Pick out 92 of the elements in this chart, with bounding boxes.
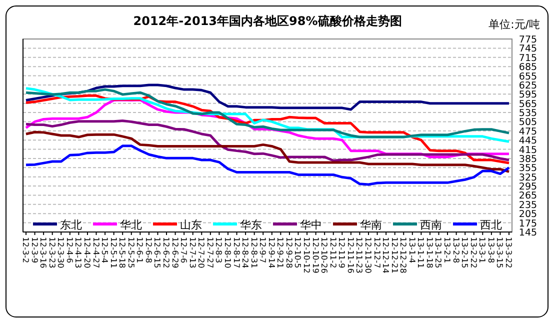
y-tick-label: 775 (518, 34, 538, 46)
line-series (24, 144, 510, 186)
x-tick-label: 12-11-16 (346, 237, 355, 274)
y-tick-label: 145 (518, 228, 538, 238)
x-tick-label: 12-3-2 (21, 237, 30, 264)
y-tick-label: 595 (518, 90, 538, 101)
y-tick-label: 235 (518, 200, 538, 211)
y-tick-label: 745 (518, 44, 538, 55)
x-tick-label: 13-3-15 (495, 237, 504, 268)
x-tick-label: 12-3-30 (56, 237, 66, 268)
x-tick-label: 12-3-9 (30, 237, 39, 264)
x-tick-label: 12-6-15 (152, 237, 162, 268)
legend-label: 华中 (300, 218, 322, 232)
x-tick-label: 13-1-11 (416, 237, 426, 268)
x-tick-label: 12-8-31 (249, 237, 258, 268)
x-tick-label: 13-2-1 (442, 237, 452, 264)
x-tick-label: 13-3-1 (478, 237, 487, 264)
x-tick-label: 12-12-21 (390, 237, 399, 274)
chart-title: 2012年-2013年国内各地区98%硫酸价格走势图 (133, 14, 402, 28)
y-tick-label: 265 (518, 190, 538, 202)
x-tick-label: 12-4-13 (74, 237, 83, 268)
x-tick-label: 12-8-3 (214, 237, 224, 264)
x-tick-label: 12-8-10 (222, 237, 232, 268)
x-tick-label: 12-9-7 (258, 237, 268, 264)
text: 单位:元/吨 (488, 18, 540, 31)
y-tick-label: 385 (518, 154, 538, 165)
y-tick-label: 625 (518, 80, 538, 92)
x-tick-label: 13-3-22 (504, 237, 513, 268)
legend-label: 华北 (120, 218, 142, 232)
x-tick-label: 12-11-30 (363, 237, 372, 274)
x-tick-label: 12-12-28 (398, 237, 408, 274)
y-tick-label: 715 (518, 52, 538, 64)
y-tick-label: 685 (518, 62, 538, 74)
x-tick-label: 12-12-7 (372, 237, 382, 268)
x-tick-label: 12-4-27 (91, 237, 100, 268)
x-tick-label: 12-5-18 (118, 237, 127, 268)
x-tick-label: 12-8-24 (240, 237, 250, 268)
y-tick-label: 295 (518, 182, 538, 193)
x-tick-label: 12-5-11 (108, 237, 118, 268)
x-tick-label: 12-11-2 (328, 237, 338, 268)
y-tick-label: 535 (518, 108, 538, 120)
x-tick-label: 12-7-6 (179, 237, 188, 264)
x-tick-label: 13-1-4 (407, 237, 416, 264)
x-tick-label: 12-10-19 (310, 237, 320, 274)
y-tick-label: 475 (518, 126, 538, 138)
y-tick-label: 415 (518, 144, 538, 156)
x-tick-label: 13-2-15 (460, 237, 470, 268)
x-tick-label: 12-10-12 (302, 237, 312, 274)
y-tick-label: 205 (518, 209, 538, 220)
x-tick-label: 12-10-26 (320, 237, 329, 274)
line-series (24, 120, 510, 162)
x-tick-label: 12-4-6 (64, 237, 74, 264)
x-tick-label: 12-9-28 (284, 237, 294, 268)
legend-label: 东北 (60, 218, 82, 232)
x-tick-label: 12-3-23 (47, 237, 56, 268)
x-tick-label: 12-3-16 (38, 237, 48, 268)
x-tick-label: 12-6-1 (135, 237, 144, 264)
x-tick-label: 12-6-29 (170, 237, 180, 268)
x-tick-label: 12-4-20 (82, 237, 92, 268)
x-tick-label: 12-6-22 (162, 237, 171, 268)
x-tick-label: 12-5-4 (100, 237, 110, 264)
legend-label: 华南 (360, 218, 382, 232)
legend-label: 华东 (240, 218, 262, 232)
y-tick-label: 565 (518, 98, 538, 110)
x-tick-label: 12-11-9 (337, 237, 346, 268)
x-tick-label: 13-3-8 (486, 237, 496, 264)
legend-label: 山东 (180, 218, 202, 232)
x-tick-label: 12-8-17 (232, 237, 241, 268)
x-tick-label: 12-12-14 (381, 237, 390, 274)
x-tick-label: 12-9-14 (266, 237, 276, 268)
x-tick-label: 12-7-13 (188, 237, 197, 268)
legend-label: 西北 (480, 218, 502, 232)
y-tick-label: 325 (518, 172, 538, 184)
x-tick-label: 13-2-8 (451, 237, 460, 264)
x-tick-label: 12-6-8 (144, 237, 153, 264)
legend-label: 西南 (420, 218, 442, 232)
y-tick-label: 655 (518, 71, 538, 82)
y-tick-label: 355 (518, 163, 538, 174)
x-tick-label: 13-2-22 (468, 237, 478, 268)
x-tick-label: 13-1-25 (434, 237, 443, 268)
y-tick-label: 505 (518, 117, 538, 128)
line-series (24, 84, 510, 111)
x-tick-label: 12-7-27 (205, 237, 214, 268)
x-tick-label: 12-7-20 (196, 237, 206, 268)
x-tick-label: 12-11-23 (354, 237, 364, 274)
x-tick-label: 12-5-25 (126, 237, 136, 268)
x-tick-label: 12-10-5 (293, 237, 302, 268)
x-tick-label: 13-1-18 (424, 237, 434, 268)
y-tick-label: 445 (518, 136, 538, 147)
x-tick-label: 12-9-21 (276, 237, 285, 268)
line-series (24, 130, 510, 173)
y-tick-label: 175 (518, 218, 538, 230)
